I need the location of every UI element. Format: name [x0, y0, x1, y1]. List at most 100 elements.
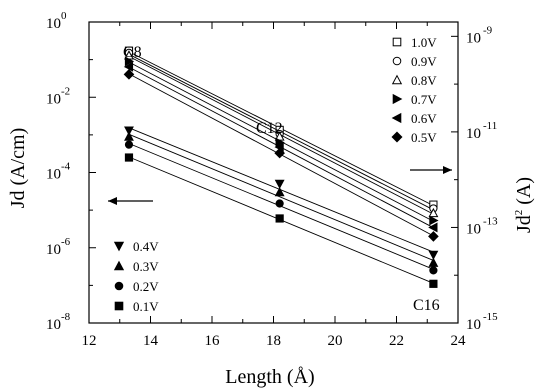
- data-point: [428, 250, 439, 260]
- right-y-tick-label: 10: [466, 317, 481, 333]
- data-point: [275, 214, 284, 223]
- left-y-tick-label: 10: [46, 317, 61, 333]
- left-y-tick-label: 10: [46, 16, 61, 32]
- legend-marker: [391, 74, 403, 85]
- x-axis-label: Length (Å): [225, 366, 314, 388]
- left-y-axis-label: Jd (A/cm): [7, 128, 29, 209]
- legend-item: 0.2V: [114, 279, 159, 294]
- left-y-tick-label-exp: -2: [61, 85, 70, 97]
- x-tick-label: 22: [389, 333, 404, 349]
- arrow-head: [108, 197, 117, 205]
- series-0_3V: [124, 131, 439, 267]
- left-y-tick-label-exp: -6: [61, 236, 71, 248]
- data-point: [124, 56, 135, 67]
- data-point: [124, 140, 134, 149]
- data-point: [428, 222, 438, 233]
- legend-marker: [114, 301, 124, 311]
- legend-item: 0.3V: [113, 259, 159, 274]
- left-axis-arrow: [108, 197, 153, 205]
- legend-label: 0.1V: [133, 299, 159, 314]
- annotation-layer: C8 C12 C16: [108, 44, 452, 314]
- x-tick-label: 20: [328, 333, 343, 349]
- series-0_2V: [124, 140, 438, 275]
- legend-item: 0.1V: [114, 299, 159, 314]
- legend-marker: [392, 56, 402, 66]
- x-tick-label: 14: [143, 333, 159, 349]
- label-c12: C12: [256, 120, 283, 137]
- legend-label: 0.2V: [133, 279, 159, 294]
- legend-label: 0.5V: [411, 130, 437, 145]
- right-y-axis-label-exp: 2: [513, 210, 525, 216]
- legend-marker: [392, 37, 402, 47]
- right-y-tick-label: 10: [466, 30, 481, 46]
- right-y-tick-label-exp: -15: [483, 311, 498, 323]
- legend-item: 0.4V: [113, 239, 159, 254]
- fit-line: [128, 133, 434, 261]
- series-0_5V: [123, 69, 439, 242]
- legend-item: 0.6V: [391, 111, 437, 126]
- right-axis-arrow: [410, 166, 452, 174]
- legend-marker: [114, 281, 124, 291]
- legend-marker: [391, 131, 403, 143]
- legend-label: 0.4V: [133, 239, 159, 254]
- data-point: [274, 147, 285, 159]
- legend-label: 0.8V: [411, 73, 437, 88]
- data-point: [275, 199, 284, 208]
- data-point: [123, 61, 134, 72]
- x-tick-label: 16: [205, 333, 221, 349]
- x-tick-label: 12: [82, 333, 97, 349]
- right-y-tick-label: 10: [466, 126, 481, 142]
- legend-marker: [391, 112, 402, 124]
- x-tick-label: 24: [451, 333, 467, 349]
- legend-marker: [392, 93, 403, 105]
- legend-marker: [113, 260, 125, 271]
- series-0_7V: [124, 56, 439, 226]
- series-0_1V: [124, 153, 438, 288]
- data-point: [124, 153, 134, 162]
- data-point: [429, 215, 439, 226]
- legend-layer: 1.0V 0.9V 0.8V 0.7V 0.6V 0.5V 0.4V 0.3V 0.2V 0.1V: [113, 35, 437, 314]
- data-point: [428, 231, 439, 242]
- data-point: [429, 266, 438, 275]
- legend-label: 0.6V: [411, 111, 437, 126]
- data-point: [429, 279, 438, 288]
- data-point: [274, 179, 285, 189]
- series-layer: [123, 46, 439, 288]
- left-y-tick-label-exp: -4: [61, 161, 71, 173]
- data-point: [428, 257, 439, 267]
- arrow-head: [443, 166, 452, 174]
- left-y-tick-label: 10: [46, 167, 61, 183]
- right-y-tick-label-exp: -11: [483, 120, 497, 132]
- legend-label: 0.7V: [411, 92, 437, 107]
- x-tick-label: 18: [266, 333, 281, 349]
- plot-frame: [88, 21, 459, 324]
- right-y-axis-label-unit: (A): [513, 177, 535, 210]
- data-point: [428, 207, 439, 218]
- label-c16: C16: [413, 297, 440, 314]
- legend-label: 0.3V: [133, 259, 159, 274]
- legend-label: 0.9V: [411, 54, 437, 69]
- legend-marker: [113, 241, 125, 252]
- right-y-tick-label-exp: -9: [483, 24, 493, 36]
- data-point: [124, 131, 134, 141]
- right-y-tick-label: 10: [466, 221, 481, 237]
- legend-item: 0.9V: [392, 54, 437, 69]
- series-0_6V: [123, 61, 438, 233]
- right-y-tick-label-exp: -13: [483, 215, 498, 227]
- legend-label: 1.0V: [411, 35, 437, 50]
- series-0_8V: [124, 50, 439, 218]
- left-y-tick-label-exp: -8: [61, 311, 71, 323]
- right-y-axis-label-base: Jd: [513, 215, 535, 233]
- label-c8: C8: [123, 44, 142, 61]
- left-y-tick-label: 10: [46, 91, 61, 107]
- data-point: [124, 126, 134, 136]
- legend-item: 0.7V: [392, 92, 437, 107]
- legend-item: 0.5V: [391, 130, 437, 145]
- legend-item: 0.8V: [391, 73, 437, 88]
- data-point: [274, 187, 285, 197]
- left-y-tick-label-exp: 0: [61, 10, 67, 22]
- right-y-axis-label: Jd2 (A): [513, 177, 535, 233]
- left-y-tick-label: 10: [46, 242, 61, 258]
